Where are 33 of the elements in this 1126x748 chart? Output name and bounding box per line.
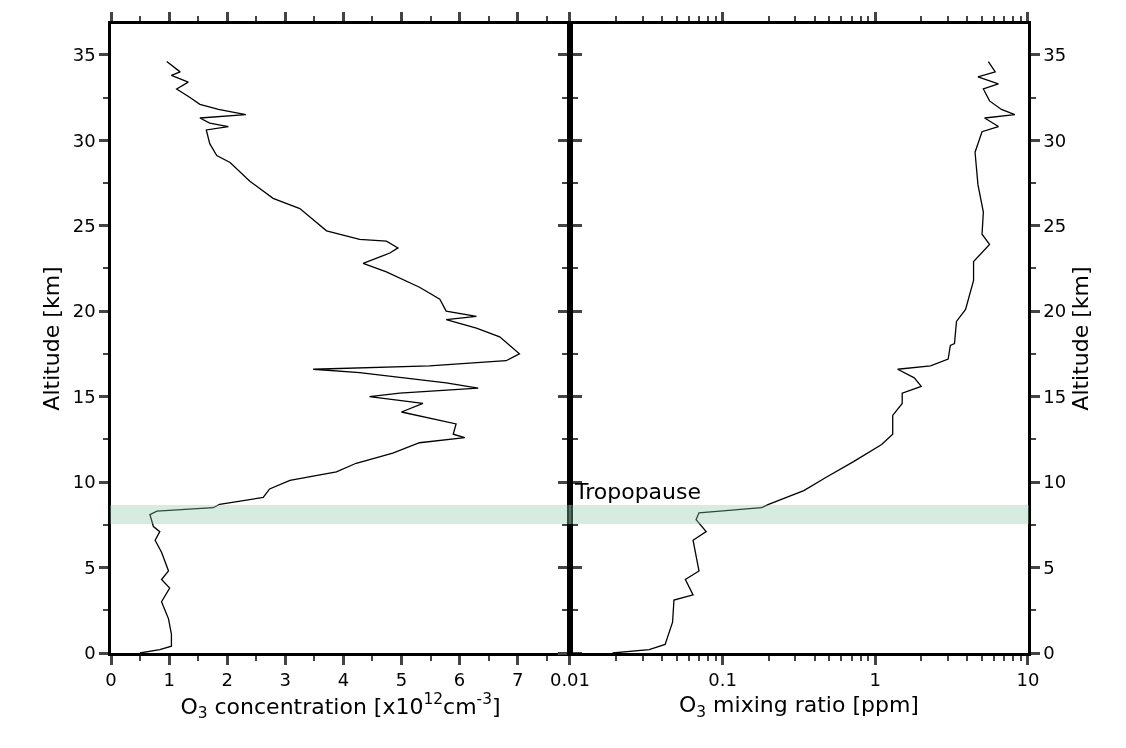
x-tick-label: 0 (105, 669, 117, 691)
y-axis-title: Altitude [km] (1068, 266, 1094, 411)
x-tick-label: 2 (221, 669, 233, 691)
y-tick-label: 25 (1043, 214, 1067, 236)
y-tick-label: 20 (72, 300, 96, 322)
y-tick-label: 10 (72, 471, 96, 493)
y-tick-label: 20 (1043, 300, 1067, 322)
y-axis-title: Altitude [km] (38, 266, 64, 411)
x-axis-title: O$_{3}$ concentration [x10$^{12}$cm$^{-3}$] (180, 690, 501, 723)
y-tick-label: 0 (84, 642, 96, 664)
y-tick-label: 35 (1043, 44, 1067, 66)
x-tick-label: 7 (511, 669, 524, 691)
y-tick-label: 30 (72, 129, 96, 151)
y-tick-label: 35 (72, 44, 96, 66)
y-tick-label: 5 (1043, 556, 1055, 578)
x-tick-label: 1 (869, 669, 882, 691)
x-tick-label: 1 (163, 669, 175, 691)
x-tick-label: 0.01 (549, 669, 590, 691)
y-tick-label: 10 (1043, 471, 1067, 493)
y-tick-label: 15 (72, 385, 96, 407)
x-tick-label: 3 (279, 669, 292, 691)
x-tick-label: 4 (337, 669, 350, 691)
band-label: Tropopause (574, 479, 702, 504)
x-tick-label: 5 (395, 669, 408, 691)
x-tick-label: 6 (453, 669, 466, 691)
y-tick-label: 30 (1043, 129, 1067, 151)
y-tick-label: 15 (1043, 385, 1067, 407)
y-tick-label: 5 (84, 556, 96, 578)
x-tick-label: 10 (1016, 669, 1040, 691)
x-tick-label: 0.1 (708, 669, 737, 691)
y-tick-label: 25 (72, 214, 96, 236)
x-axis-title: O$_{3}$ mixing ratio [ppm] (679, 692, 919, 721)
y-tick-label: 0 (1043, 642, 1055, 664)
